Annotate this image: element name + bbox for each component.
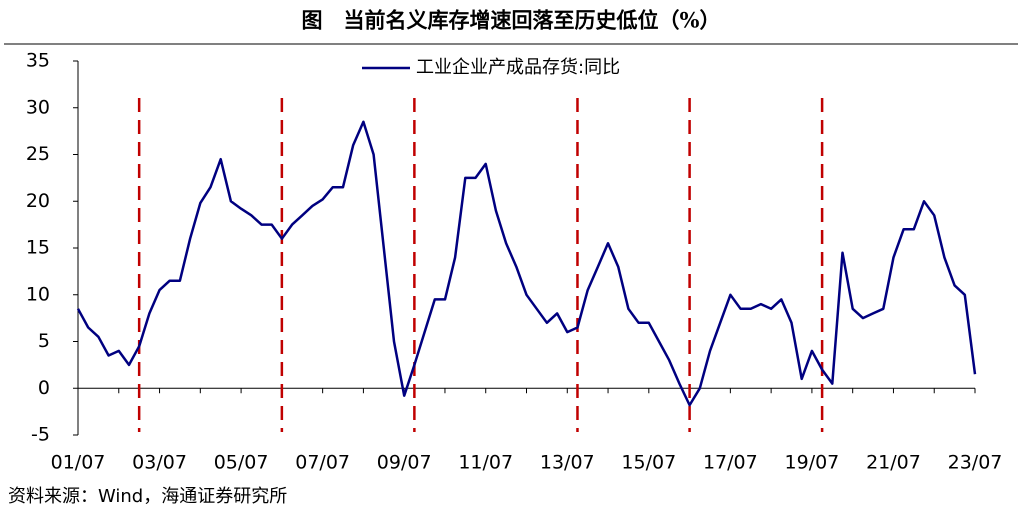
y-tick-label: 35 xyxy=(26,50,50,72)
y-tick-label: 5 xyxy=(38,330,50,352)
y-tick-label: 10 xyxy=(26,283,50,305)
x-tick-label: 09/07 xyxy=(377,452,432,474)
source-note: 资料来源：Wind，海通证券研究所 xyxy=(8,486,287,507)
y-tick-label: 20 xyxy=(26,190,50,212)
y-tick-label: 0 xyxy=(38,377,50,399)
x-tick-label: 07/07 xyxy=(295,452,350,474)
x-tick-label: 03/07 xyxy=(132,452,187,474)
x-tick-label: 21/07 xyxy=(866,452,921,474)
y-tick-label: 30 xyxy=(26,96,50,118)
x-tick-label: 11/07 xyxy=(458,452,513,474)
x-tick-label: 19/07 xyxy=(785,452,840,474)
x-tick-label: 05/07 xyxy=(214,452,269,474)
x-tick-label: 01/07 xyxy=(51,452,106,474)
series-line xyxy=(76,120,977,407)
x-tick-label: 13/07 xyxy=(540,452,595,474)
y-tick-label: 25 xyxy=(26,143,50,165)
chart-title: 图 当前名义库存增速回落至历史低位（%） xyxy=(302,8,721,33)
x-tick-label: 17/07 xyxy=(703,452,758,474)
x-tick-label: 15/07 xyxy=(621,452,676,474)
y-tick-label: 15 xyxy=(26,237,50,259)
y-tick-label: -5 xyxy=(31,424,50,446)
x-tick-label: 23/07 xyxy=(948,452,1003,474)
legend-label: 工业企业产成品存货:同比 xyxy=(416,57,620,78)
